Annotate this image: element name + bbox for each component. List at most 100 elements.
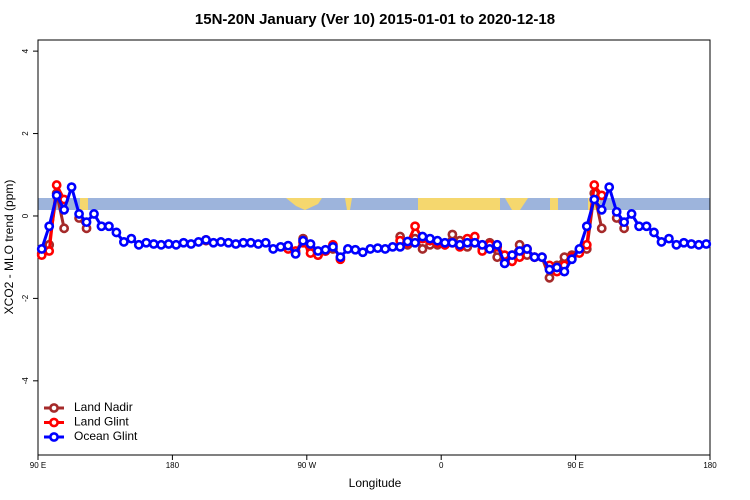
data-point	[357, 247, 368, 258]
data-point	[36, 244, 47, 254]
data-point	[365, 244, 376, 254]
data-point	[664, 233, 674, 244]
data-point	[410, 237, 420, 248]
data-point	[44, 221, 55, 232]
data-point	[342, 244, 353, 254]
data-point	[260, 237, 271, 248]
data-point	[193, 237, 204, 247]
data-point	[245, 237, 256, 248]
data-point	[126, 233, 137, 244]
data-point	[290, 248, 301, 259]
data-point	[156, 239, 167, 250]
data-point	[574, 244, 585, 254]
legend-label: Land Glint	[74, 415, 129, 429]
data-point	[51, 180, 62, 190]
x-tick-label: 90 W	[297, 461, 316, 470]
data-point	[208, 237, 219, 248]
data-point	[440, 237, 450, 248]
data-point	[372, 243, 383, 254]
data-point	[544, 264, 555, 275]
data-point	[537, 252, 547, 263]
data-point	[253, 239, 264, 249]
chart-title: 15N-20N January (Ver 10) 2015-01-01 to 2…	[195, 11, 555, 28]
x-tick-label: 0	[439, 461, 444, 470]
data-point	[589, 180, 600, 190]
y-tick-label: 4	[21, 48, 30, 53]
data-point	[492, 239, 503, 250]
y-tick-label: -2	[21, 294, 30, 302]
data-point	[268, 244, 279, 254]
data-point	[74, 209, 84, 219]
data-point	[238, 237, 249, 248]
data-point	[649, 227, 659, 238]
legend-label: Ocean Glint	[74, 429, 138, 443]
legend-marker	[49, 417, 59, 428]
data-point	[387, 241, 398, 252]
data-point	[484, 244, 495, 254]
x-tick-label: 90 E	[30, 461, 46, 470]
data-point	[118, 237, 129, 247]
y-tick-label: 0	[21, 213, 30, 218]
data-point	[678, 237, 689, 248]
x-tick-label: 180	[166, 461, 180, 470]
data-point	[447, 229, 458, 240]
data-point	[104, 221, 114, 232]
data-point	[59, 204, 70, 215]
data-point	[59, 223, 70, 234]
data-point	[454, 239, 465, 250]
data-point	[589, 194, 600, 205]
data-point	[514, 246, 525, 256]
data-point	[596, 223, 607, 234]
data-point	[462, 237, 473, 248]
data-point	[596, 204, 607, 215]
data-point	[619, 217, 630, 228]
data-point	[223, 237, 234, 248]
x-axis-label: Longitude	[349, 476, 402, 490]
data-point	[111, 227, 122, 238]
data-point	[51, 190, 62, 201]
data-point	[566, 254, 577, 265]
data-point	[499, 258, 510, 269]
data-point	[66, 182, 77, 193]
data-point	[44, 246, 55, 256]
data-point	[447, 237, 458, 248]
data-point	[656, 237, 667, 247]
data-point	[701, 239, 712, 249]
data-point	[552, 262, 562, 273]
data-point	[96, 221, 107, 232]
data-point	[402, 236, 413, 247]
data-point	[350, 244, 361, 255]
data-point	[507, 250, 518, 261]
data-point	[671, 239, 682, 250]
data-point	[328, 241, 338, 252]
data-point	[305, 248, 316, 258]
data-point	[529, 252, 540, 263]
data-point	[544, 272, 555, 283]
data-point	[432, 235, 443, 246]
data-point	[313, 246, 323, 256]
legend-marker	[49, 403, 59, 413]
data-point	[611, 206, 622, 217]
data-point	[559, 266, 570, 277]
y-tick-label: 2	[21, 131, 30, 136]
data-point	[148, 239, 159, 249]
data-point	[141, 237, 152, 248]
data-point	[178, 237, 189, 248]
data-point	[477, 239, 488, 250]
data-point	[581, 239, 592, 250]
map-strip	[38, 198, 710, 210]
data-point	[522, 244, 532, 254]
data-point	[335, 252, 346, 263]
data-point	[81, 217, 92, 228]
data-point	[133, 239, 144, 250]
data-point	[425, 233, 435, 244]
x-tick-label: 180	[703, 461, 717, 470]
data-point	[417, 244, 428, 254]
data-point	[634, 221, 644, 232]
data-point	[469, 237, 480, 248]
legend-label: Land Nadir	[74, 400, 133, 414]
data-point	[581, 221, 592, 232]
data-point	[380, 244, 391, 254]
